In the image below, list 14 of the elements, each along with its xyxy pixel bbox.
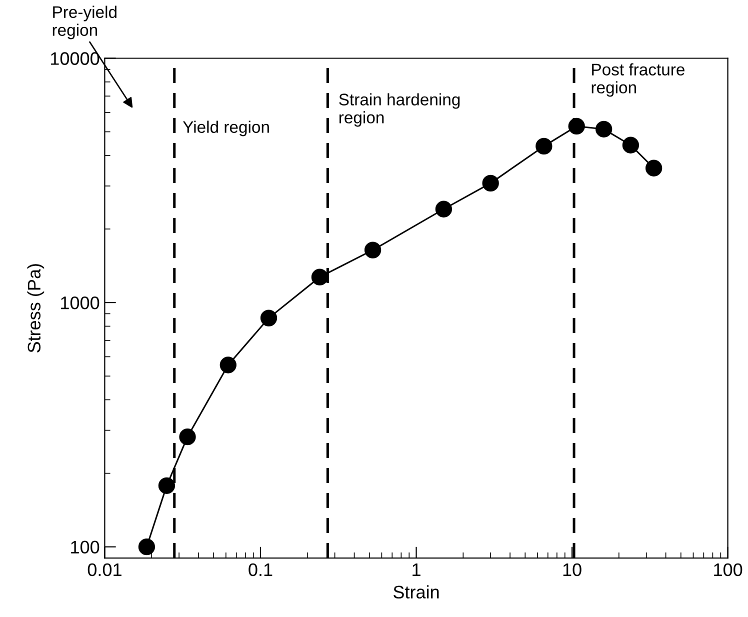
y-axis-title: Stress (Pa) — [27, 264, 44, 352]
text: Pre-yield region — [52, 6, 116, 40]
y-tick-label: 10000 — [51, 52, 100, 65]
y-tick-label: 100 — [71, 540, 100, 554]
x-tick-label: 0.01 — [88, 563, 122, 576]
x-tick-label: 1 — [412, 564, 420, 576]
annotation: Strain hardening region — [339, 93, 460, 127]
annotation: Yield region — [182, 120, 269, 136]
x-tick-label: 10 — [563, 563, 582, 576]
x-axis-title: Strain — [394, 585, 439, 599]
annotation: Post fracture region — [592, 63, 684, 97]
x-tick-label: 0.1 — [248, 563, 272, 576]
x-tick-label: 100 — [714, 563, 742, 576]
y-tick-label: 1000 — [61, 296, 100, 310]
